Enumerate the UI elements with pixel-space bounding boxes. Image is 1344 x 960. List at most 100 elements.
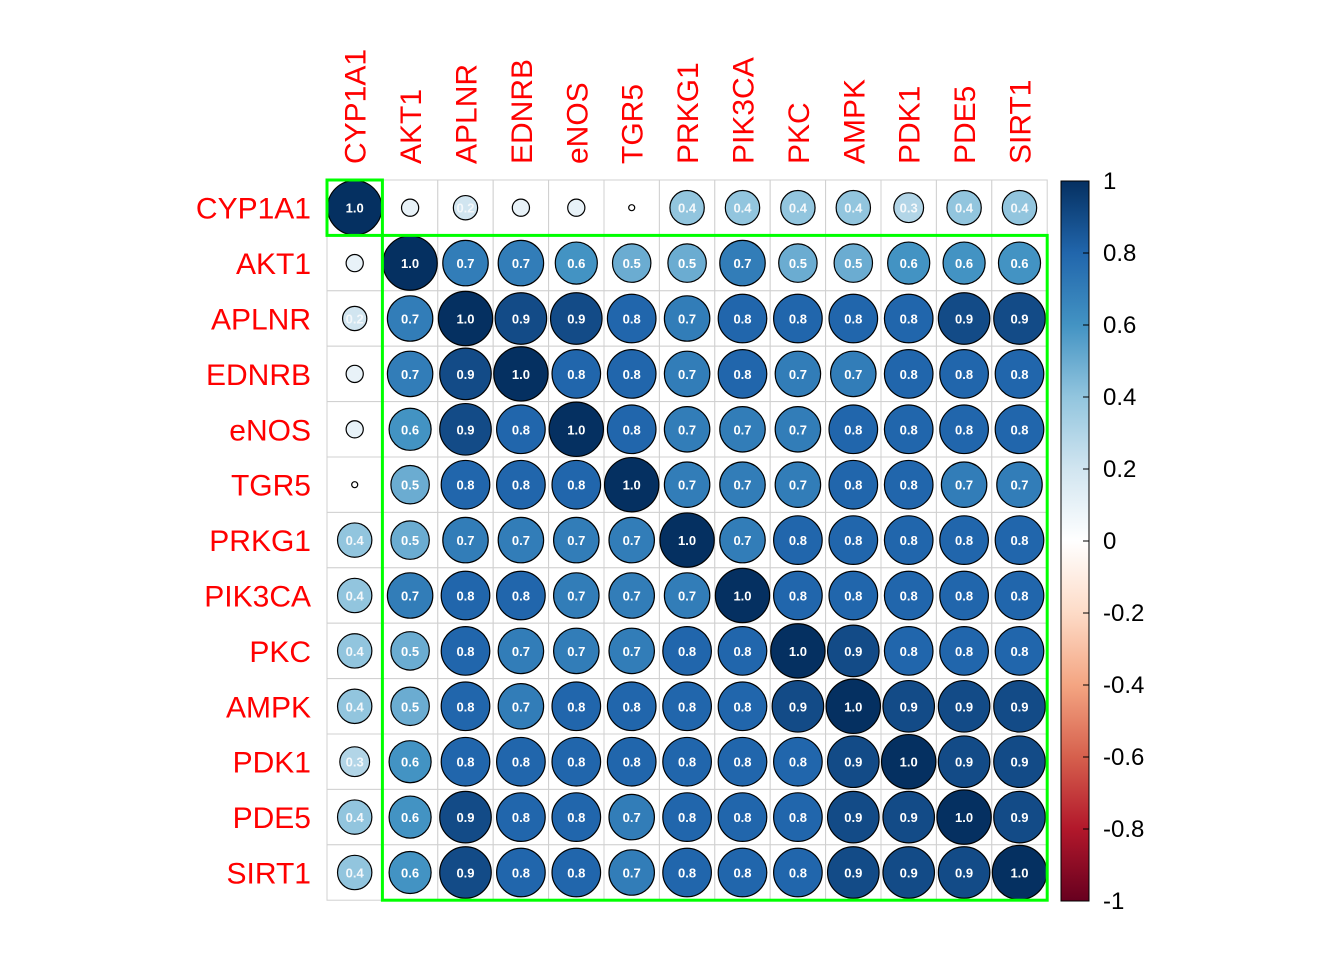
- correlation-value-label: 0.8: [733, 644, 751, 659]
- correlation-circle: [388, 740, 432, 784]
- correlation-value-label: 0.4: [346, 533, 365, 548]
- correlation-value-label: 0.8: [567, 755, 585, 770]
- correlation-value-label: 0.7: [623, 866, 641, 881]
- correlation-circle: [887, 241, 931, 285]
- colorbar-tick-label: 1: [1103, 168, 1116, 195]
- correlation-circle: [440, 736, 491, 787]
- column-label: CYP1A1: [340, 49, 373, 164]
- column-label: PRKG1: [672, 62, 705, 164]
- correlation-value-label: 0.8: [623, 312, 641, 327]
- correlation-circle: [608, 793, 656, 841]
- correlation-circle: [606, 349, 657, 399]
- correlation-value-label: 0.9: [844, 644, 862, 659]
- column-label: PKC: [783, 102, 816, 164]
- colorbar-tick-label: -0.4: [1103, 672, 1144, 699]
- correlation-circle: [497, 682, 545, 730]
- correlation-value-label: 0.8: [955, 644, 973, 659]
- correlation-circle: [717, 847, 768, 898]
- correlation-circle: [939, 404, 989, 455]
- correlation-circle: [994, 404, 1045, 455]
- correlation-circle: [773, 570, 823, 621]
- correlation-circle: [937, 735, 991, 789]
- correlation-value-label: 0.9: [844, 755, 862, 770]
- correlation-circles: [326, 179, 1048, 901]
- correlation-value-label: 0.8: [733, 312, 751, 327]
- correlation-value-label: 0.9: [1010, 312, 1028, 327]
- correlation-circle: [606, 736, 657, 787]
- correlation-value-label: 1.0: [1010, 866, 1028, 881]
- correlation-circle: [551, 459, 602, 510]
- correlation-circle: [606, 404, 657, 455]
- correlation-value-label: 0.8: [512, 755, 530, 770]
- correlation-circle: [774, 461, 822, 509]
- correlation-value-label: 0.8: [844, 312, 862, 327]
- correlation-circle: [551, 681, 602, 732]
- correlation-value-label: 0.8: [1010, 533, 1028, 548]
- correlation-circle: [778, 243, 818, 283]
- correlation-value-label: 0.8: [623, 755, 641, 770]
- correlation-value-label: 0.6: [1010, 256, 1028, 271]
- correlation-value-label: 0.7: [567, 533, 585, 548]
- correlation-value-label: 0.7: [456, 533, 474, 548]
- correlation-circle: [773, 792, 823, 842]
- correlation-circle: [663, 572, 711, 619]
- correlation-value-label: 0.7: [678, 478, 696, 493]
- correlation-value-label: 0.8: [733, 699, 751, 714]
- correlation-circle: [1001, 189, 1038, 226]
- correlation-circle: [608, 627, 656, 675]
- correlation-circle: [826, 624, 880, 678]
- correlation-value-label: 0.9: [1010, 755, 1028, 770]
- correlation-circle: [493, 346, 549, 402]
- correlation-circle: [440, 626, 491, 676]
- correlation-value-label: 0.9: [456, 422, 474, 437]
- row-label: PDE5: [233, 802, 311, 835]
- column-label: PIK3CA: [728, 57, 761, 164]
- correlation-value-label: 0.9: [900, 810, 918, 825]
- correlation-circle: [667, 243, 707, 283]
- colorbar-tick-label: 0.8: [1103, 240, 1136, 267]
- correlation-circle: [386, 572, 434, 619]
- correlation-value-label: 0.7: [789, 422, 807, 437]
- correlation-value-label: 0.4: [346, 644, 365, 659]
- correlation-circle: [717, 626, 768, 676]
- row-label: SIRT1: [227, 858, 311, 891]
- correlation-circle: [828, 293, 879, 344]
- correlation-circle: [552, 516, 600, 564]
- correlation-circle: [773, 293, 823, 344]
- correlation-value-label: 0.8: [789, 866, 807, 881]
- correlation-value-label: 0.7: [678, 422, 696, 437]
- correlation-value-label: 0.4: [733, 201, 752, 216]
- correlation-circle: [440, 459, 491, 510]
- correlation-circle: [439, 402, 492, 456]
- correlation-circle: [628, 204, 636, 212]
- correlation-value-label: 0.7: [623, 533, 641, 548]
- correlation-circle: [937, 846, 991, 899]
- correlation-circle: [719, 239, 766, 287]
- correlation-value-label: 0.3: [900, 201, 918, 216]
- correlation-value-label: 1.0: [900, 755, 918, 770]
- correlation-circle: [893, 192, 925, 224]
- correlation-value-label: 0.8: [456, 589, 474, 604]
- correlation-circle: [606, 293, 657, 344]
- correlation-value-label: 0.8: [789, 533, 807, 548]
- correlation-value-label: 0.8: [567, 699, 585, 714]
- correlation-circle: [826, 846, 880, 899]
- correlation-value-label: 0.8: [623, 367, 641, 382]
- correlation-circle: [608, 572, 656, 619]
- correlation-circle: [939, 570, 989, 621]
- correlation-circle: [511, 198, 531, 217]
- correlation-circle: [882, 790, 936, 844]
- row-label: AKT1: [236, 248, 311, 281]
- column-label: AKT1: [395, 89, 428, 164]
- correlation-circle: [662, 681, 712, 732]
- correlation-circle: [336, 577, 373, 614]
- correlation-circle: [439, 790, 492, 844]
- colorbar-tick-label: -1: [1103, 888, 1124, 915]
- correlation-value-label: 0.4: [789, 201, 808, 216]
- correlation-circle: [439, 347, 492, 401]
- correlation-circle: [936, 789, 992, 845]
- correlation-value-label: 0.7: [733, 533, 751, 548]
- correlation-circle: [994, 515, 1045, 565]
- correlation-circle: [717, 349, 768, 399]
- row-label: CYP1A1: [196, 193, 311, 226]
